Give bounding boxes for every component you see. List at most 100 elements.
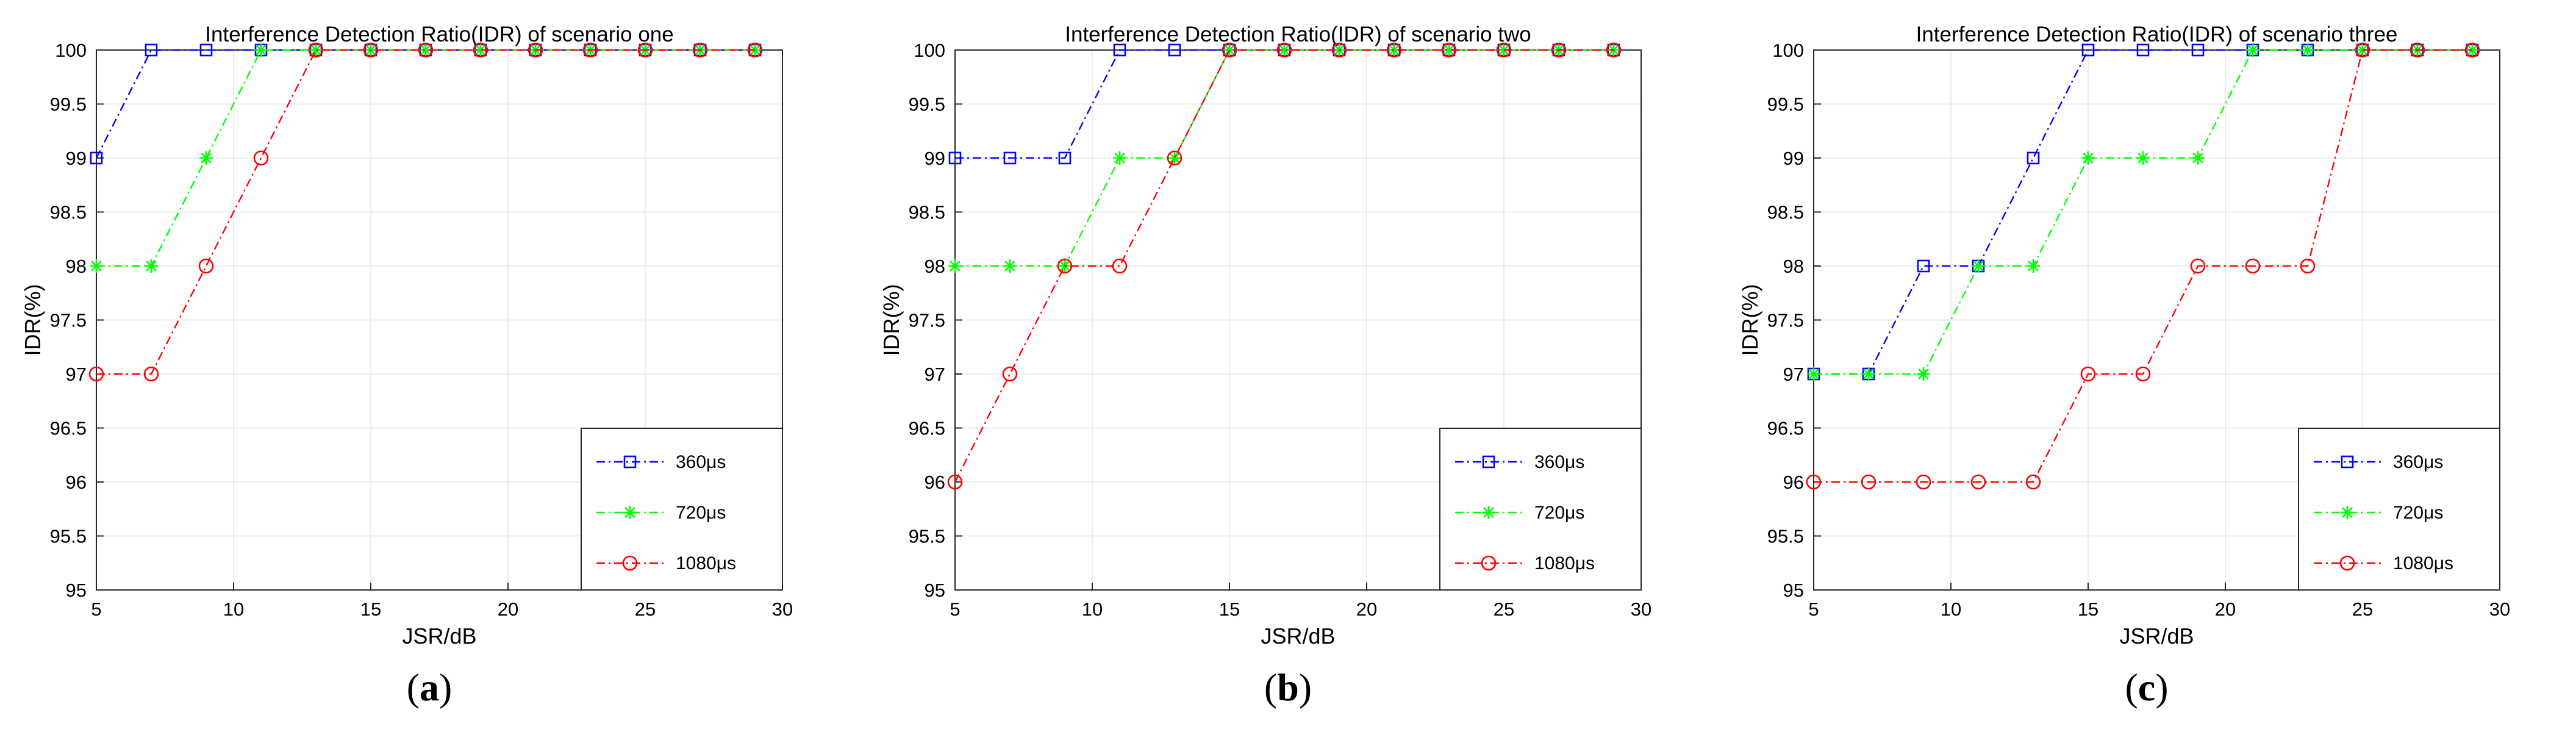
legend-item-1080-s: 1080μs xyxy=(2314,553,2453,573)
y-tick-label: 98.5 xyxy=(1767,202,1804,223)
x-tick-label: 25 xyxy=(2352,599,2373,620)
panel-label-close: ) xyxy=(2155,666,2169,709)
legend-item-360-s: 360μs xyxy=(1455,452,1584,472)
data-point xyxy=(2136,43,2150,57)
data-point xyxy=(1551,42,1567,58)
y-tick-label: 95.5 xyxy=(1767,526,1804,547)
data-point xyxy=(692,42,708,58)
y-tick-label: 99 xyxy=(66,148,87,169)
data-point xyxy=(2081,151,2095,165)
data-point xyxy=(1223,43,1236,57)
y-tick-label: 95.5 xyxy=(50,526,87,547)
y-tick-label: 96 xyxy=(925,472,945,493)
data-point xyxy=(1972,259,1985,273)
x-tick-label: 20 xyxy=(498,599,518,620)
panel-label-letter: c xyxy=(2138,666,2156,709)
x-axis-label: JSR/dB xyxy=(402,624,476,649)
data-point xyxy=(1441,42,1457,58)
data-point xyxy=(1002,366,1018,382)
data-point xyxy=(474,43,487,57)
chart-title: Interference Detection Ratio(IDR) of sce… xyxy=(1065,23,1531,46)
data-point xyxy=(1496,42,1512,58)
axis-ticks: 5 10 15 20 25 30 95 95.5 96 96.5 97 97.5 98 98.5 99 99.… xyxy=(1767,40,2511,620)
data-point xyxy=(1058,151,1072,165)
series-line xyxy=(1814,49,2472,483)
y-axis-label: IDR(%) xyxy=(1737,284,1762,356)
data-point xyxy=(637,42,653,58)
data-point xyxy=(90,259,103,273)
data-point xyxy=(948,259,962,273)
data-point xyxy=(1387,43,1401,57)
data-point xyxy=(309,43,323,57)
x-tick-label: 20 xyxy=(2215,599,2236,620)
data-point xyxy=(1278,43,1291,57)
data-point xyxy=(1861,474,1877,490)
y-axis-label: IDR(%) xyxy=(20,284,45,356)
y-tick-label: 97 xyxy=(66,364,87,385)
x-tick-label: 15 xyxy=(2078,599,2098,620)
data-point xyxy=(1112,258,1128,274)
x-tick-label: 5 xyxy=(1808,599,1819,620)
data-point xyxy=(88,366,104,382)
legend-swatch-marker xyxy=(2341,506,2354,519)
y-tick-label: 100 xyxy=(1772,40,1804,61)
data-point xyxy=(582,42,598,58)
legend-item-360-s: 360μs xyxy=(2314,452,2443,472)
legend-swatch-marker xyxy=(2339,555,2355,571)
data-point xyxy=(1806,474,1822,490)
legend-item-720-s: 720μs xyxy=(2314,503,2443,523)
chart-title: Interference Detection Ratio(IDR) of sce… xyxy=(205,23,673,46)
legend-label: 720μs xyxy=(2393,503,2443,523)
y-tick-label: 97.5 xyxy=(1767,310,1804,331)
data-point xyxy=(143,366,159,382)
data-point xyxy=(419,43,432,57)
y-tick-label: 98 xyxy=(66,256,87,277)
data-point xyxy=(199,43,213,57)
data-point xyxy=(2246,43,2259,57)
data-point xyxy=(947,474,963,490)
data-point xyxy=(473,42,488,58)
legend-label: 720μs xyxy=(1534,503,1584,523)
data-point xyxy=(2464,42,2480,58)
y-tick-label: 95 xyxy=(1783,580,1804,601)
data-point xyxy=(363,42,379,58)
legend-label: 360μs xyxy=(676,452,726,472)
legend-label: 360μs xyxy=(1534,452,1584,472)
data-point xyxy=(1168,151,1181,165)
y-tick-label: 99 xyxy=(1783,148,1804,169)
x-tick-label: 25 xyxy=(635,599,656,620)
data-point xyxy=(90,151,103,165)
y-tick-label: 97.5 xyxy=(50,310,87,331)
data-point xyxy=(199,151,213,165)
chart-panel-c: 5 10 15 20 25 30 95 95.5 96 96.5 97 97.5 98 98.5 99 99.… xyxy=(1717,0,2576,737)
y-tick-label: 98 xyxy=(1783,256,1804,277)
x-tick-label: 25 xyxy=(1494,599,1514,620)
panel-label-letter: a xyxy=(420,666,439,709)
x-axis-label: JSR/dB xyxy=(1261,624,1335,649)
data-point xyxy=(2025,474,2041,490)
data-point xyxy=(145,43,158,57)
y-tick-label: 96.5 xyxy=(1767,418,1804,439)
y-tick-label: 96 xyxy=(66,472,87,493)
legend-swatch-marker xyxy=(1481,555,1497,571)
data-point xyxy=(528,42,543,58)
y-tick-label: 95 xyxy=(925,580,945,601)
x-tick-label: 30 xyxy=(1631,599,1651,620)
x-tick-label: 20 xyxy=(1356,599,1377,620)
data-point xyxy=(948,151,962,165)
data-point xyxy=(2191,151,2205,165)
data-point xyxy=(1113,151,1126,165)
legend-swatch-marker xyxy=(1482,506,1495,519)
legend-item-720-s: 720μs xyxy=(596,503,726,523)
data-point xyxy=(1606,42,1622,58)
series-1080-s xyxy=(1806,42,2480,490)
data-point xyxy=(1003,151,1017,165)
axis-ticks: 5 10 15 20 25 30 95 95.5 96 96.5 97 97.5 98 98.5 99 99.… xyxy=(50,40,793,620)
series-line xyxy=(96,49,755,375)
x-tick-label: 10 xyxy=(1941,599,1961,620)
y-tick-label: 96.5 xyxy=(909,418,945,439)
line-chart-scenario-three: 5 10 15 20 25 30 95 95.5 96 96.5 97 97.5 98 98.5 99 99.… xyxy=(1737,23,2511,649)
y-tick-label: 99 xyxy=(925,148,945,169)
series-1080-s xyxy=(947,42,1622,490)
x-tick-label: 10 xyxy=(1082,599,1103,620)
